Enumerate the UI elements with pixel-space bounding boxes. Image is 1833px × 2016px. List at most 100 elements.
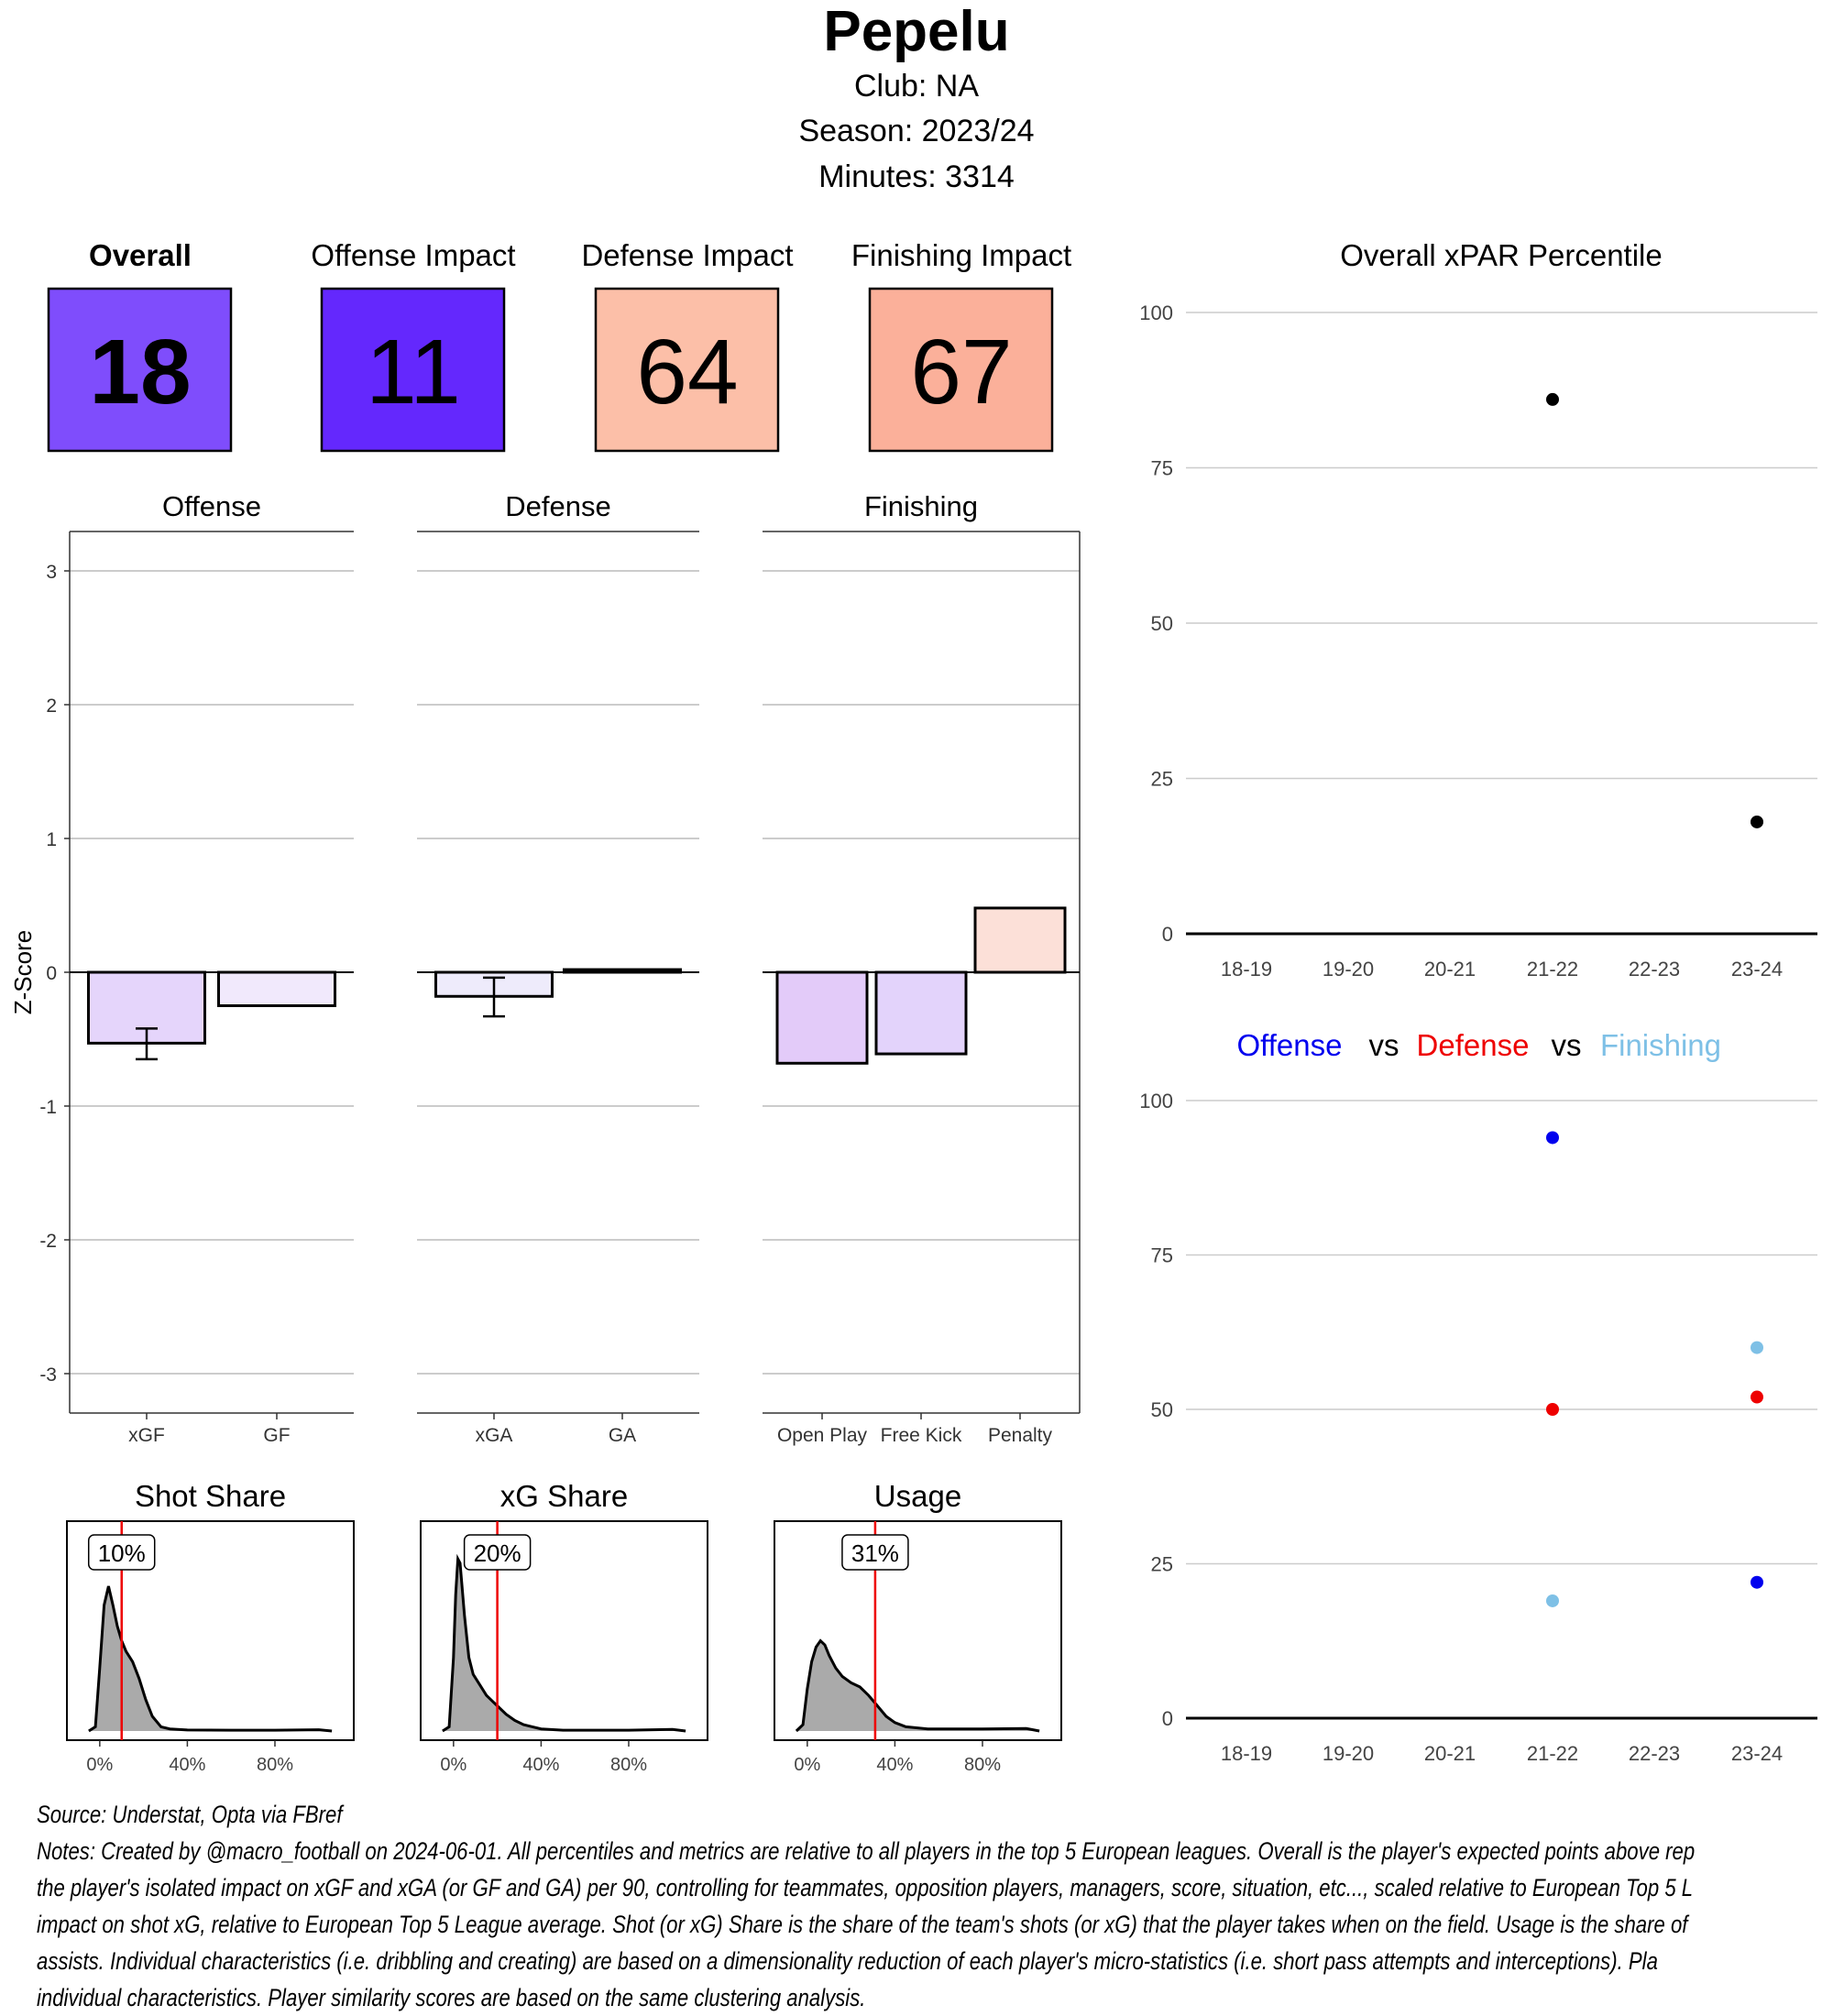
x-tick-label: 23-24 [1731,1742,1783,1765]
notes-line: impact on shot xG, relative to European … [37,1911,1688,1938]
bar-open-play [775,970,869,1065]
density-area [88,1586,333,1731]
data-point [1546,392,1559,406]
legend-item: Finishing [1600,1028,1721,1062]
x-tick-label: 23-24 [1731,958,1783,981]
share-density-charts: Shot Share 10% 0% 40% 80% xG Share 20% 0% 40% 80%… [66,1479,1062,1775]
score-box-label: Offense Impact [311,238,515,272]
x-tick-label: 18-19 [1221,958,1272,981]
x-tick-label: GF [263,1425,290,1446]
panel-title: Offense [162,490,261,522]
density-line [795,1638,1040,1733]
club-text: Club: NA [854,69,979,104]
x-tick-label: 19-20 [1323,958,1374,981]
marker-label: 31% [851,1539,899,1567]
y-tick-label: 0 [1162,1707,1173,1730]
notes-line: individual characteristics. Player simil… [37,1984,866,2011]
x-tick-label: 80% [610,1755,647,1775]
y-tick-label: 100 [1139,1090,1173,1112]
z-score-bar-chart: Z-Score 3 2 1 0 -1 -2 -3 Offense xGF GF Defense xGA G… [9,490,1081,1446]
notes-line: the player's isolated impact on xGF and … [37,1874,1694,1901]
y-tick-label: 100 [1139,301,1173,324]
notes-line: Notes: Created by @macro_football on 202… [37,1837,1696,1865]
data-point [1546,1403,1559,1416]
legend-item: vs [1552,1028,1582,1062]
score-box-label: Finishing Impact [851,238,1071,272]
overall-percentile-chart: Overall xPAR Percentile 100 75 50 25 0 18-19 19… [1139,238,1817,981]
notes-line: assists. Individual characteristics (i.e… [37,1947,1658,1975]
density-line [442,1553,686,1733]
score-box [320,287,506,453]
marker-label: 20% [474,1539,521,1567]
score-box [47,287,233,453]
x-tick-label: 0% [440,1755,466,1775]
y-tick-label: -3 [39,1364,57,1386]
x-tick-label: 40% [522,1755,559,1775]
y-tick-label: 25 [1151,1553,1173,1576]
y-tick-label: 2 [46,696,57,717]
x-tick-label: 0% [86,1755,113,1775]
x-tick-label: 80% [257,1755,293,1775]
footer-notes: Source: Understat, Opta via FBref Notes:… [37,1796,1833,2016]
y-tick-label: 50 [1151,612,1173,635]
y-tick-label: -2 [39,1231,57,1252]
score-boxes: Overall 18 Offense Impact 11 Defense Impact 6… [47,238,1071,453]
data-point [1751,815,1763,828]
panel-border [774,1520,1062,1741]
panel-border [66,1520,355,1741]
score-box-label: Overall [89,238,192,272]
x-tick-label: 18-19 [1221,1742,1272,1765]
x-tick-label: 20-21 [1424,958,1476,981]
chart-title: Overall xPAR Percentile [1340,238,1663,272]
legend-item: Defense [1417,1028,1530,1062]
density-area [796,1640,1040,1731]
bar-gf [217,970,336,1007]
panel-title: Usage [874,1479,961,1513]
marker-label-box [841,1534,909,1571]
data-point [1751,1341,1763,1354]
x-tick-label: 21-22 [1527,958,1578,981]
marker-label: 10% [98,1539,146,1567]
data-point [1751,1390,1763,1404]
density-line [88,1585,333,1733]
y-tick-label: 0 [1162,923,1173,946]
data-point [1546,1594,1559,1607]
x-tick-label: 22-23 [1629,1742,1680,1765]
y-tick-label: 50 [1151,1398,1173,1421]
x-tick-label: 21-22 [1527,1742,1578,1765]
component-percentile-chart: Offense vs Defense vs Finishing 100 75 50 25 0 18-… [1139,1028,1817,1765]
score-box-value: 11 [366,321,461,423]
score-box [868,287,1054,453]
bar-free-kick [874,970,968,1056]
panel-title: Finishing [864,490,978,522]
x-tick-label: xGA [476,1425,513,1446]
data-point [1751,1575,1763,1589]
y-tick-label: -1 [39,1097,57,1118]
y-tick-label: 75 [1151,1244,1173,1267]
marker-label-box [463,1534,532,1571]
x-tick-label: 19-20 [1323,1742,1374,1765]
panel-title: Defense [505,490,610,522]
density-area [442,1559,686,1731]
x-tick-label: GA [609,1425,636,1446]
x-tick-label: 40% [876,1755,913,1775]
score-box-value: 18 [89,321,191,423]
x-tick-label: xGF [128,1425,165,1446]
y-tick-label: 75 [1151,457,1173,480]
x-tick-label: 80% [964,1755,1001,1775]
score-box-value: 67 [910,321,1012,423]
score-box [594,287,780,453]
marker-label-box [87,1534,156,1571]
season-text: Season: 2023/24 [798,114,1034,148]
x-tick-label: Free Kick [881,1425,962,1446]
x-tick-label: Open Play [777,1425,868,1446]
source-text: Source: Understat, Opta via FBref [37,1801,343,1828]
x-tick-label: 0% [794,1755,820,1775]
x-tick-label: 40% [169,1755,205,1775]
data-point [1546,1131,1559,1145]
y-axis-label: Z-Score [9,930,37,1014]
score-box-value: 64 [636,321,738,423]
legend-item: vs [1369,1028,1399,1062]
y-tick-label: 25 [1151,768,1173,791]
